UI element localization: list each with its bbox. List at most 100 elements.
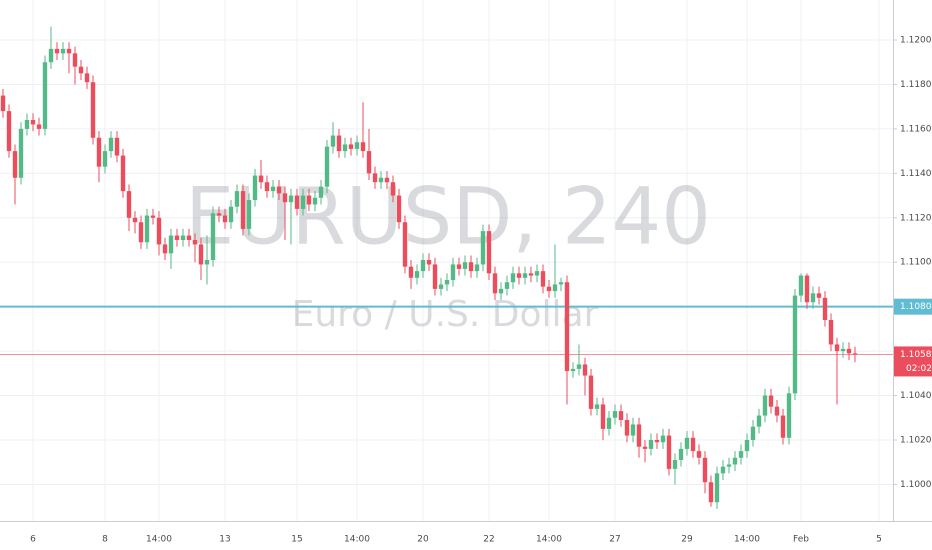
candle-body bbox=[318, 186, 324, 198]
x-tick-label: 15 bbox=[291, 535, 302, 545]
candle-body bbox=[306, 195, 312, 205]
candle-body bbox=[264, 182, 270, 192]
candle-body bbox=[348, 144, 354, 149]
candle-body bbox=[162, 244, 168, 254]
candle-body bbox=[642, 446, 648, 449]
candle-body bbox=[738, 451, 744, 458]
candle-body bbox=[528, 273, 534, 276]
candle-body bbox=[66, 48, 72, 54]
candle-body bbox=[486, 231, 492, 274]
x-tick-label: 6 bbox=[30, 535, 36, 545]
candle-body bbox=[648, 440, 654, 449]
candle-body bbox=[804, 275, 810, 303]
candle-body bbox=[828, 320, 834, 345]
x-tick-label: 13 bbox=[219, 535, 230, 545]
candle-body bbox=[438, 284, 444, 289]
candle-body bbox=[342, 144, 348, 152]
candle-body bbox=[228, 206, 234, 223]
candle-body bbox=[774, 406, 780, 416]
candle-body bbox=[636, 424, 642, 447]
candle-body bbox=[600, 404, 606, 429]
candle-body bbox=[372, 173, 378, 183]
candle-body bbox=[720, 466, 726, 474]
candle-body bbox=[594, 404, 600, 409]
candle-body bbox=[240, 191, 246, 229]
y-tick-label: 1.10400 bbox=[900, 391, 932, 401]
candle-body bbox=[450, 264, 456, 280]
candle-body bbox=[654, 440, 660, 443]
candle-body bbox=[768, 395, 774, 407]
candle-body bbox=[12, 151, 18, 178]
candle-body bbox=[492, 273, 498, 294]
y-tick-label: 1.11000 bbox=[900, 258, 932, 268]
candle-body bbox=[84, 73, 90, 83]
candle-body bbox=[798, 275, 804, 296]
candle-body bbox=[384, 177, 390, 183]
candle-body bbox=[174, 235, 180, 240]
candle-body bbox=[732, 457, 738, 465]
y-tick-label: 1.10000 bbox=[900, 480, 932, 490]
candle-body bbox=[36, 124, 42, 129]
candle-body bbox=[360, 142, 366, 152]
candle-body bbox=[198, 244, 204, 265]
candle-body bbox=[552, 284, 558, 292]
candle-body bbox=[96, 137, 102, 167]
candle-body bbox=[312, 197, 318, 205]
candle-body bbox=[822, 297, 828, 320]
candle-body bbox=[126, 191, 132, 218]
candle-body bbox=[102, 151, 108, 167]
candle-body bbox=[204, 260, 210, 265]
candle-body bbox=[462, 262, 468, 269]
candle-body bbox=[750, 426, 756, 440]
candle-body bbox=[366, 151, 372, 174]
x-tick-label: 8 bbox=[102, 535, 108, 545]
candle-body bbox=[300, 195, 306, 209]
candle-body bbox=[444, 280, 450, 285]
x-tick-label: 22 bbox=[483, 535, 494, 545]
candle-body bbox=[258, 175, 264, 183]
candle-body bbox=[168, 235, 174, 254]
candle-body bbox=[456, 264, 462, 269]
y-tick-label: 1.11400 bbox=[900, 169, 932, 179]
candle-body bbox=[792, 295, 798, 394]
candle-body bbox=[516, 273, 522, 278]
candle-body bbox=[726, 464, 732, 467]
hline-label-box bbox=[894, 298, 932, 315]
candle-body bbox=[336, 135, 342, 152]
y-tick-label: 1.12000 bbox=[900, 36, 932, 46]
candle-body bbox=[234, 191, 240, 207]
candle-body bbox=[702, 457, 708, 483]
watermark-symbol: EURUSD, 240 bbox=[185, 172, 711, 262]
candle-body bbox=[390, 182, 396, 196]
candle-body bbox=[30, 120, 36, 125]
candle-body bbox=[678, 448, 684, 460]
candle-body bbox=[780, 415, 786, 438]
candle-body bbox=[660, 435, 666, 443]
candle-body bbox=[612, 411, 618, 418]
countdown: 02:02 bbox=[906, 364, 932, 374]
candle-body bbox=[78, 66, 84, 74]
candle-body bbox=[414, 271, 420, 278]
candle-body bbox=[810, 293, 816, 303]
candle-body bbox=[18, 128, 24, 178]
candle-body bbox=[180, 235, 186, 240]
candle-body bbox=[432, 264, 438, 289]
candle-body bbox=[786, 393, 792, 438]
candle-body bbox=[606, 417, 612, 429]
candle-body bbox=[270, 186, 276, 192]
candle-body bbox=[534, 271, 540, 276]
candle-body bbox=[420, 260, 426, 272]
candle-body bbox=[144, 215, 150, 243]
x-tick-label: 29 bbox=[681, 535, 693, 545]
candle-body bbox=[186, 235, 192, 240]
candle-body bbox=[54, 48, 60, 54]
candle-body bbox=[120, 155, 126, 192]
candle-body bbox=[510, 273, 516, 283]
candle-body bbox=[396, 195, 402, 223]
watermark-description: Euro / U.S. Dollar bbox=[292, 294, 599, 335]
candle-body bbox=[294, 195, 300, 209]
candle-body bbox=[402, 222, 408, 267]
candle-body bbox=[546, 286, 552, 292]
candle-body bbox=[324, 146, 330, 187]
